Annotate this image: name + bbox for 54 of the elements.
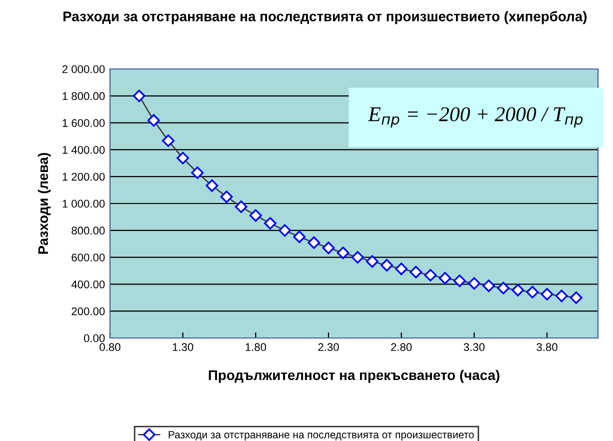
point [278, 224, 292, 237]
y-tick-label: 1 600.00 [62, 119, 105, 127]
point [336, 246, 350, 260]
x-tick-label: 0.80 [100, 343, 120, 352]
point [555, 290, 568, 302]
point [191, 166, 204, 179]
y-tick-label: 2 000.00 [62, 65, 105, 74]
point [264, 217, 276, 230]
point [293, 230, 306, 244]
point [526, 286, 539, 298]
point [453, 274, 466, 288]
chart-title: Разходи за отстраняване на последствията от произшествието (хипербола) [63, 11, 587, 24]
point [438, 272, 452, 284]
y-tick-label: 0.00 [84, 334, 105, 342]
point [162, 134, 175, 147]
point [351, 251, 364, 264]
point [206, 179, 218, 192]
point [132, 90, 146, 102]
y-tick-label: 1 200.00 [62, 172, 105, 181]
x-tick-label: 1.30 [172, 343, 194, 352]
x-tick-label: 3.80 [536, 343, 558, 352]
point [322, 242, 335, 254]
legend-label: Разходи за отстраняване на последствията от произшествието [168, 431, 474, 440]
point [147, 114, 160, 127]
y-axis-title: Разходи (лева) [38, 152, 51, 254]
point [540, 288, 554, 300]
y-tick-label: 400.00 [71, 280, 105, 288]
x-axis-title: Продължителност на прекъсването (часа) [208, 370, 500, 383]
y-tick-label: 1 800.00 [62, 92, 105, 100]
point [308, 236, 320, 249]
point [512, 284, 524, 296]
point [410, 266, 422, 278]
point [380, 259, 394, 272]
y-tick-label: 800.00 [72, 226, 105, 235]
annotation: E$_{пр}$ = −200 + 2000 / T$_{пр}$ [368, 107, 583, 128]
point [249, 209, 262, 222]
x-tick-label: 2.80 [391, 343, 412, 352]
point [176, 152, 190, 164]
x-tick-label: 3.30 [464, 343, 485, 352]
point [366, 255, 378, 268]
point [220, 190, 233, 204]
point [497, 282, 510, 294]
point [395, 262, 408, 276]
y-tick-label: 600.00 [72, 254, 105, 262]
point [468, 277, 480, 290]
point [482, 280, 495, 292]
point [234, 200, 248, 213]
x-tick-label: 1.80 [246, 343, 266, 352]
x-tick-label: 2.30 [318, 343, 339, 352]
point [570, 291, 582, 304]
y-tick-label: 1 400.00 [62, 146, 105, 154]
point [424, 268, 437, 282]
y-tick-label: 200.00 [72, 307, 105, 316]
y-tick-label: 1 000.00 [62, 200, 105, 208]
